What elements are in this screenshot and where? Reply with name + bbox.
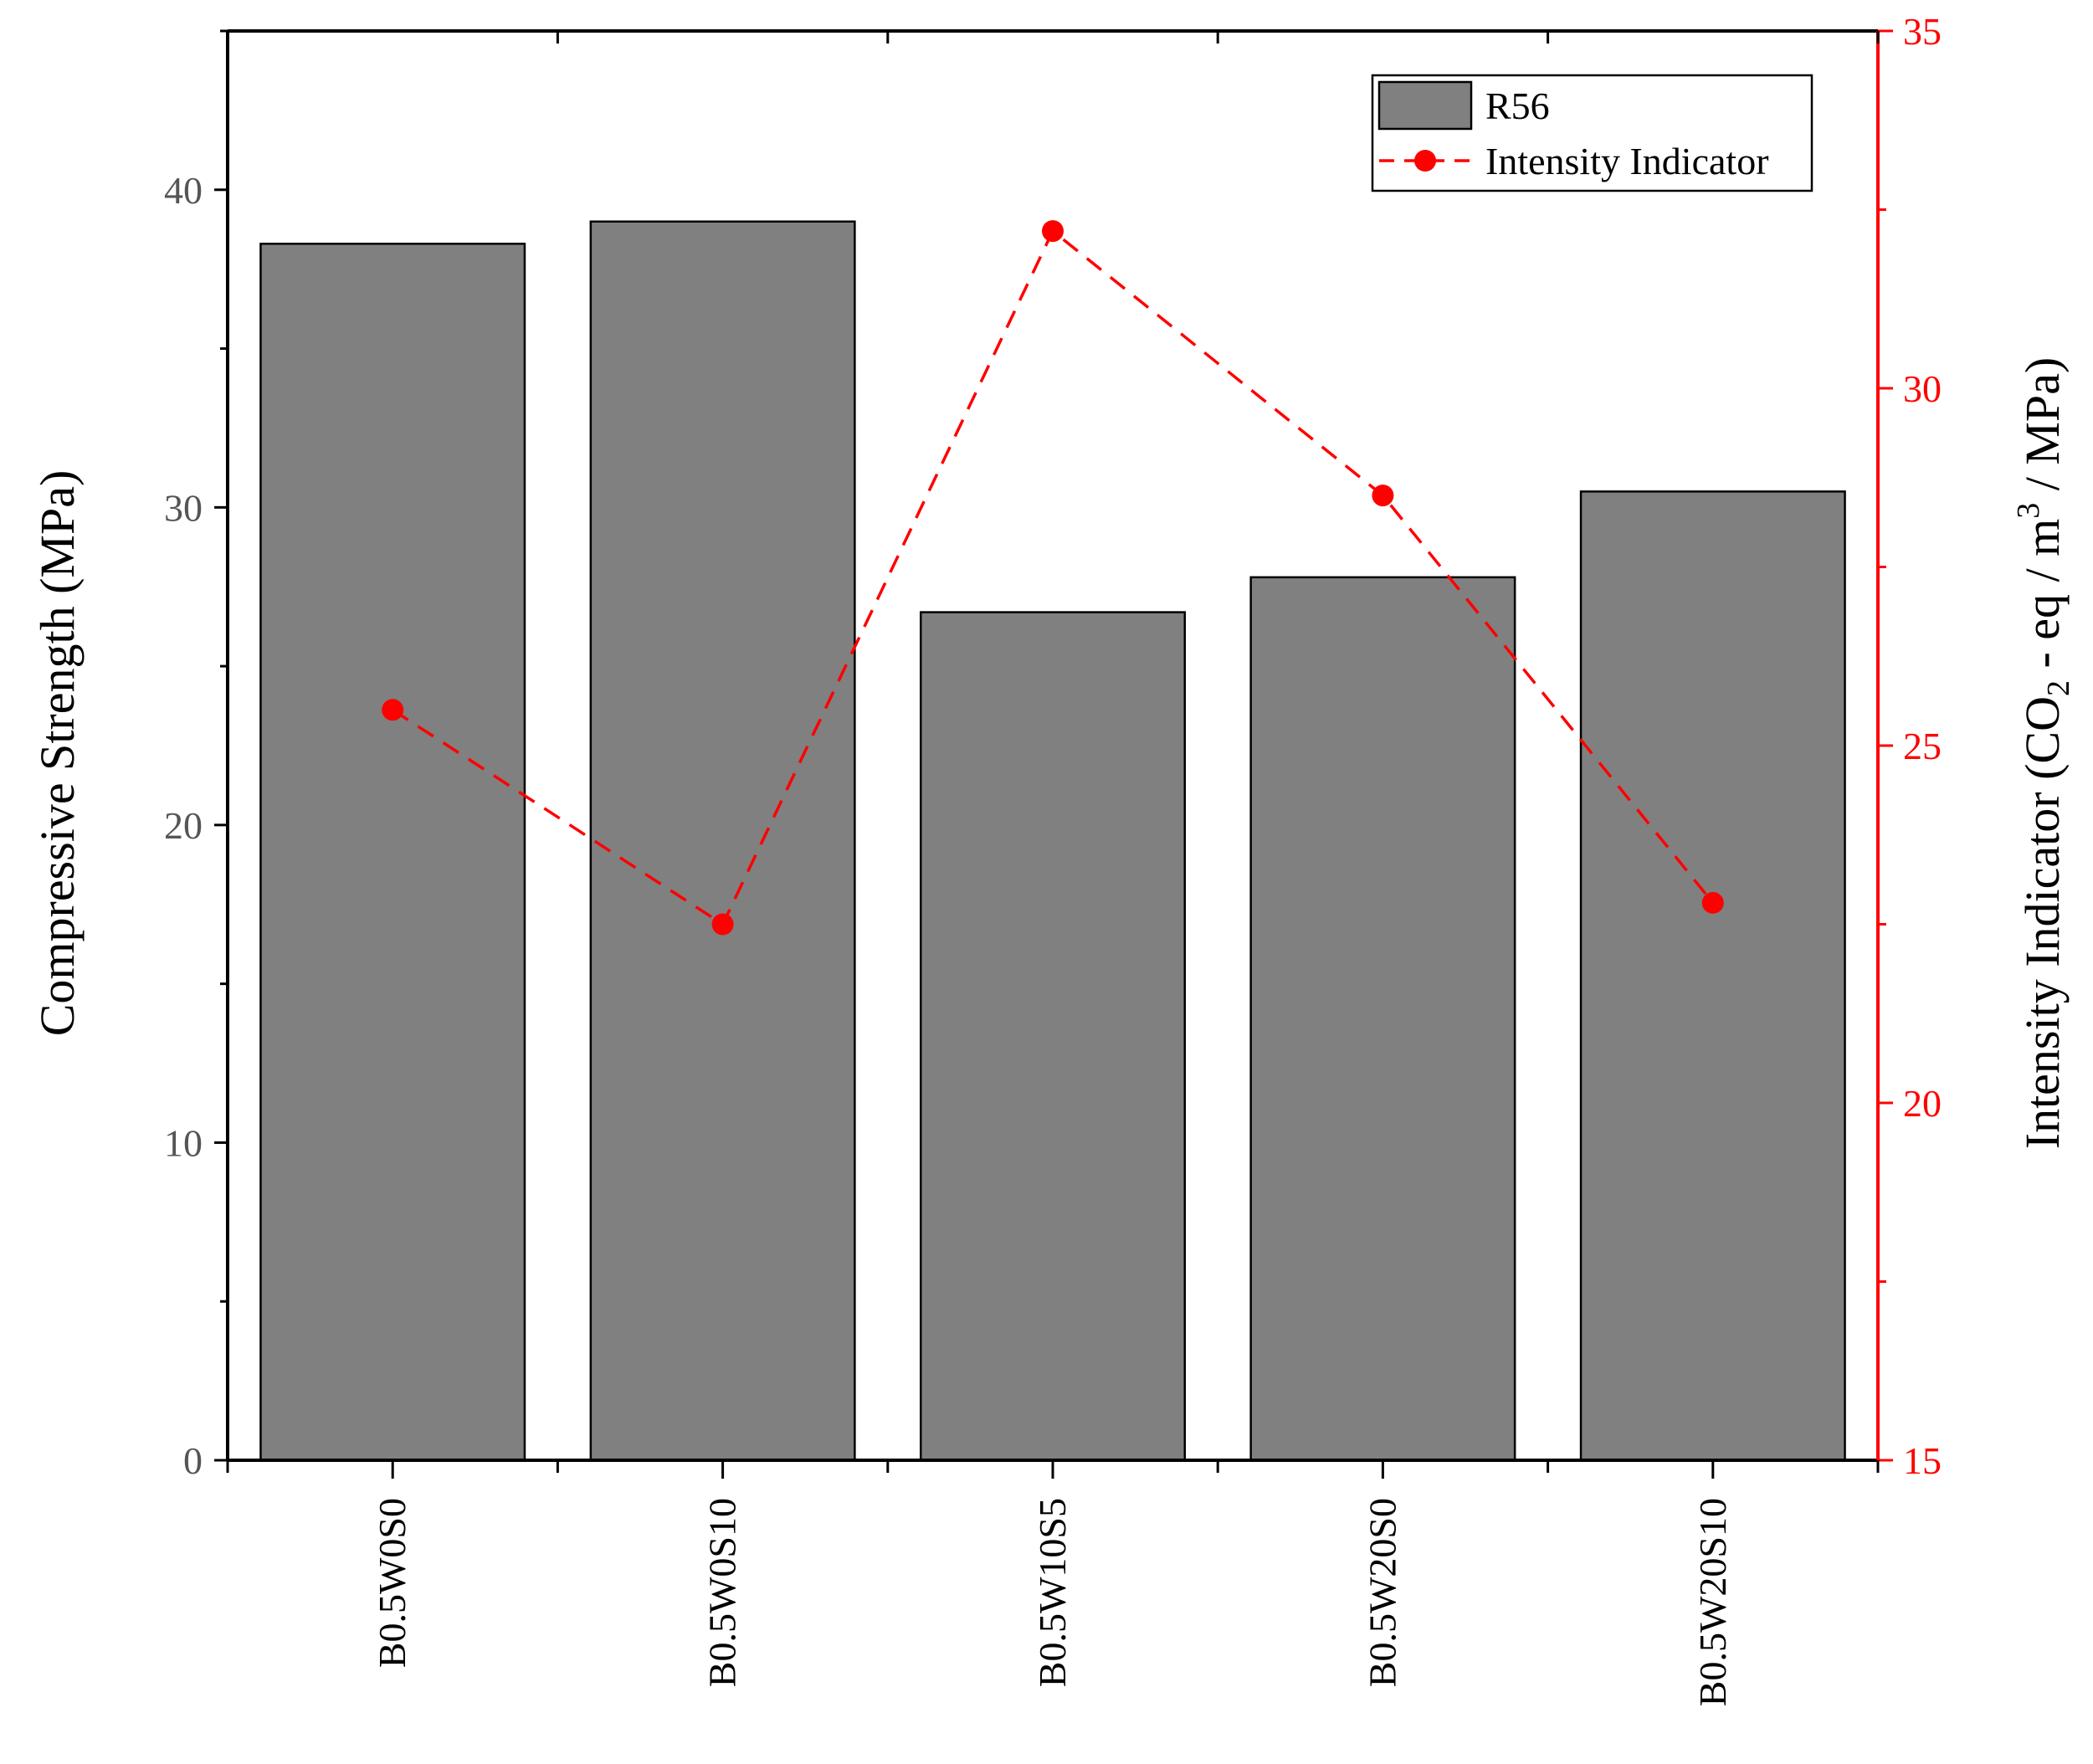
y2-label-middle: - eq / m — [2015, 519, 2070, 680]
intensity-point-B0.5W0S0 — [382, 699, 404, 721]
x-tick-label: B0.5W0S10 — [701, 1498, 744, 1687]
bar-B0.5W0S10 — [589, 220, 856, 1462]
intensity-line-layer — [382, 220, 1724, 936]
intensity-point-B0.5W20S0 — [1372, 485, 1394, 507]
right-tick-label: 35 — [1903, 10, 1942, 53]
legend-swatch-bar — [1377, 80, 1473, 131]
left-tick-label: 20 — [164, 804, 203, 847]
left-tick-label: 40 — [164, 169, 203, 212]
y2-label-suffix: / MPa) — [2015, 357, 2070, 503]
right-tick-label: 25 — [1903, 725, 1942, 767]
bar-B0.5W20S10 — [1579, 490, 1846, 1462]
left-tick-label: 10 — [164, 1121, 203, 1164]
legend: R56 Intensity Indicator — [1371, 74, 1813, 192]
left-tick-label: 0 — [183, 1439, 203, 1482]
y2-label-prefix: Intensity Indicator (CO — [2015, 696, 2070, 1149]
right-tick-label: 20 — [1903, 1082, 1942, 1125]
x-tick-label: B0.5W10S5 — [1031, 1498, 1074, 1687]
x-axis: B0.5W0S0 B0.5W0S10 B0.5W10S5 B0.5W20S0 B0.5W… — [226, 31, 1880, 1706]
right-tick-label: 30 — [1903, 367, 1942, 410]
y2-label-superscript: 3 — [2011, 503, 2046, 519]
bar-B0.5W0S0 — [259, 243, 526, 1462]
legend-label-line: Intensity Indicator — [1485, 140, 1769, 182]
bar-B0.5W10S5 — [919, 611, 1187, 1462]
intensity-point-B0.5W20S10 — [1701, 891, 1724, 914]
x-tick-label: B0.5W20S10 — [1691, 1498, 1734, 1706]
bars-layer — [259, 220, 1846, 1462]
left-axis: 0 10 20 30 40 — [164, 29, 228, 1482]
left-tick-label: 30 — [164, 486, 203, 529]
right-tick-label: 15 — [1903, 1439, 1942, 1482]
legend-swatch-marker — [1414, 150, 1436, 172]
bar-B0.5W20S0 — [1249, 576, 1516, 1462]
intensity-point-B0.5W0S10 — [711, 913, 734, 936]
x-tick-label: B0.5W0S0 — [371, 1498, 413, 1668]
right-axis: 15 20 25 30 35 — [1878, 10, 1942, 1482]
intensity-point-B0.5W10S5 — [1042, 220, 1064, 243]
x-tick-label: B0.5W20S0 — [1361, 1498, 1403, 1687]
y2-axis-label: Intensity Indicator (CO2 - eq / m3 / MPa… — [2011, 357, 2076, 1150]
y2-label-subscript: 2 — [2041, 680, 2076, 696]
y-axis-label: Compressive Strength (MPa) — [30, 470, 85, 1037]
legend-label-bar: R56 — [1485, 85, 1550, 127]
